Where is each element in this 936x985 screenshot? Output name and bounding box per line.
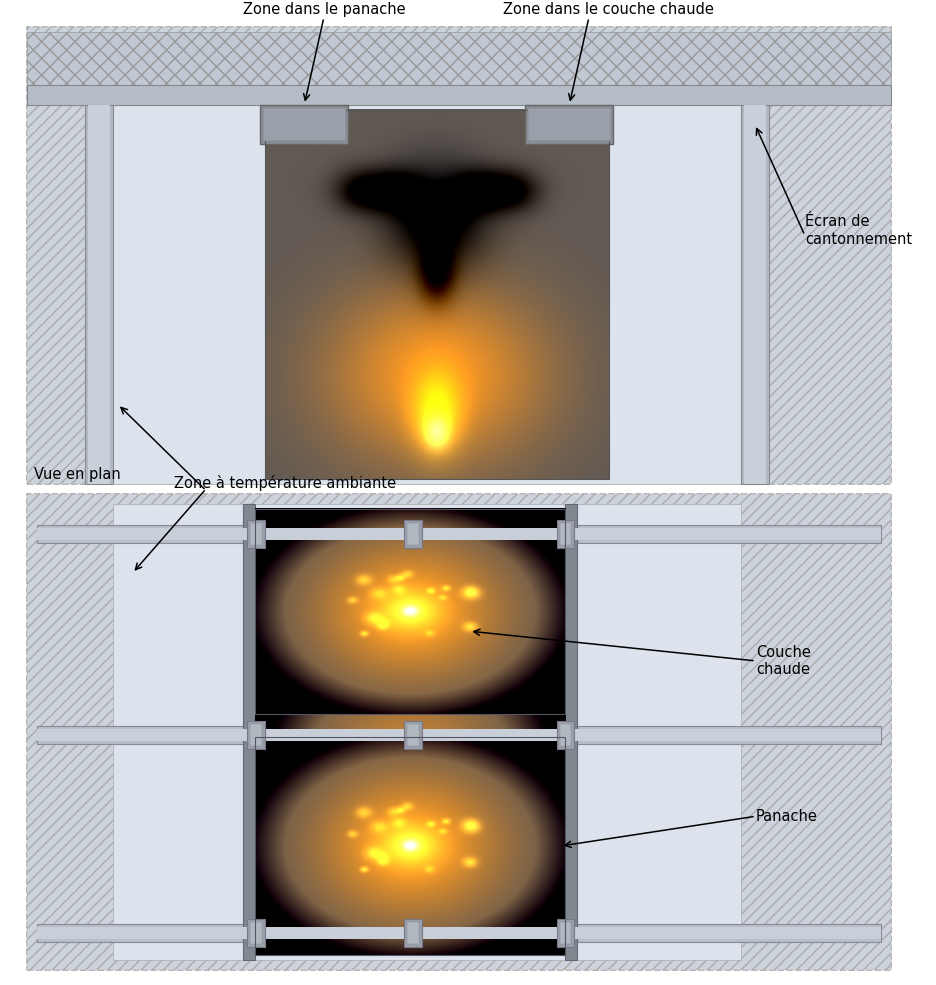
Text: Zone dans le panache: Zone dans le panache <box>242 2 405 17</box>
Bar <box>404 919 422 948</box>
Bar <box>27 28 891 484</box>
Bar <box>557 721 574 749</box>
Bar <box>741 104 768 484</box>
Bar <box>27 85 891 104</box>
Bar <box>525 104 613 144</box>
Bar <box>565 503 578 960</box>
Bar <box>247 721 265 749</box>
Bar <box>37 525 882 544</box>
Bar <box>260 104 348 144</box>
Bar <box>560 923 571 945</box>
Bar <box>85 104 113 484</box>
Bar <box>256 508 565 714</box>
Bar <box>256 737 565 955</box>
Bar <box>560 523 571 546</box>
Text: Panache: Panache <box>756 809 818 823</box>
Bar <box>243 503 256 960</box>
Bar <box>265 109 608 479</box>
Text: Zone dans le couche chaude: Zone dans le couche chaude <box>504 2 714 17</box>
Bar <box>113 503 741 960</box>
Bar <box>37 528 882 541</box>
Bar <box>557 520 574 549</box>
Bar <box>528 107 610 141</box>
Bar <box>247 520 265 549</box>
Text: Zone à température ambiante: Zone à température ambiante <box>173 475 396 491</box>
Bar <box>404 520 422 549</box>
Bar <box>27 493 891 970</box>
Bar <box>250 923 262 945</box>
Bar <box>27 28 891 484</box>
Bar <box>37 729 882 741</box>
Bar <box>250 724 262 746</box>
Bar <box>247 919 265 948</box>
Bar <box>37 928 882 940</box>
Bar <box>407 724 419 746</box>
Text: Couche
chaude: Couche chaude <box>756 645 811 677</box>
Bar <box>557 919 574 948</box>
Bar <box>404 721 422 749</box>
Bar <box>263 107 345 141</box>
Bar <box>744 104 766 484</box>
Bar <box>88 104 110 484</box>
Bar <box>113 104 741 484</box>
Bar <box>37 726 882 744</box>
Bar <box>27 33 891 85</box>
Text: Écran de
cantonnement: Écran de cantonnement <box>805 215 912 247</box>
Bar <box>250 523 262 546</box>
Bar <box>27 493 891 970</box>
Bar <box>37 925 882 943</box>
Text: Vue en plan: Vue en plan <box>35 467 121 482</box>
Bar <box>560 724 571 746</box>
Bar <box>407 523 419 546</box>
Bar <box>407 923 419 945</box>
